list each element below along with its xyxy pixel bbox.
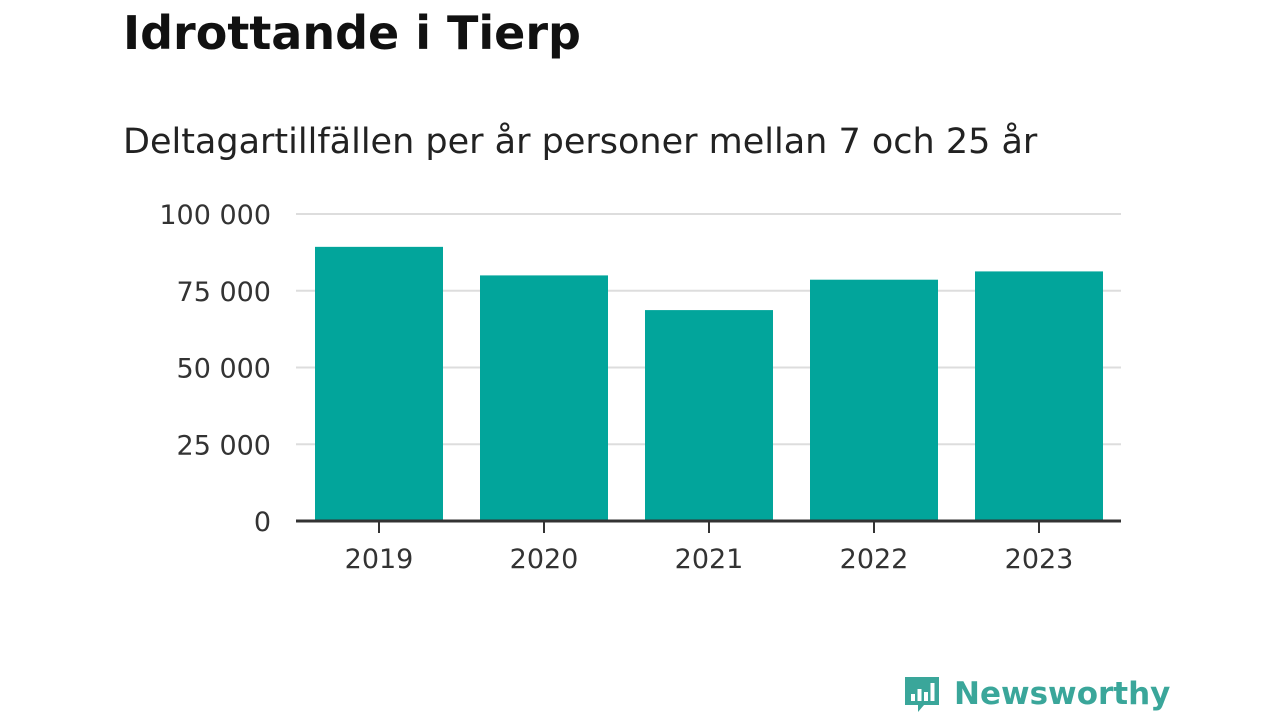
bar-2019[interactable] [315, 246, 443, 521]
bar-2020[interactable] [480, 275, 608, 521]
y-tick-label: 100 000 [159, 200, 271, 231]
y-tick-label: 0 [254, 507, 271, 538]
x-tick-label: 2022 [840, 544, 909, 575]
x-tick-label: 2021 [675, 544, 744, 575]
y-tick-label: 75 000 [177, 277, 271, 308]
chart-title: Idrottande i Tierp [123, 6, 581, 60]
y-tick-label: 50 000 [177, 354, 271, 385]
x-tick-label: 2023 [1005, 544, 1074, 575]
newsworthy-logo[interactable]: Newsworthy [902, 670, 1170, 718]
bar-2021[interactable] [645, 310, 773, 521]
chart-subtitle: Deltagartillfällen per år personer mella… [123, 122, 1038, 162]
newsworthy-logo-icon [905, 677, 939, 712]
bar-2022[interactable] [810, 279, 938, 521]
x-tick-label: 2020 [510, 544, 579, 575]
x-tick-label: 2019 [345, 544, 414, 575]
y-tick-label: 25 000 [177, 430, 271, 461]
bar-chart: 0 25 000 50 000 75 000 100 000 2019 2020 2021 20… [159, 200, 1121, 575]
newsworthy-logo-text: Newsworthy [954, 676, 1171, 712]
bar-2023[interactable] [975, 271, 1103, 521]
